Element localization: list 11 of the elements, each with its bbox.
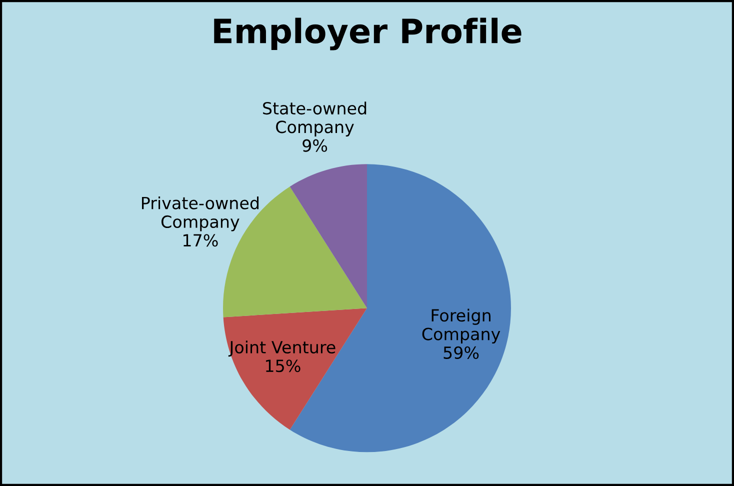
slice-label: Private-owned Company: [142, 196, 259, 232]
chart-title: Employer Profile: [214, 18, 522, 50]
data-label: 59%: [444, 346, 479, 359]
slice-label: State-owned Company: [263, 102, 366, 136]
pie-slice: [223, 308, 367, 430]
slice-label: Foreign Company: [422, 308, 500, 344]
data-label: 9%: [302, 139, 328, 152]
pie-slice: [290, 164, 367, 308]
slice-label: Joint Venture: [228, 340, 336, 357]
data-label: 17%: [184, 234, 218, 247]
data-label: 15%: [266, 360, 300, 372]
